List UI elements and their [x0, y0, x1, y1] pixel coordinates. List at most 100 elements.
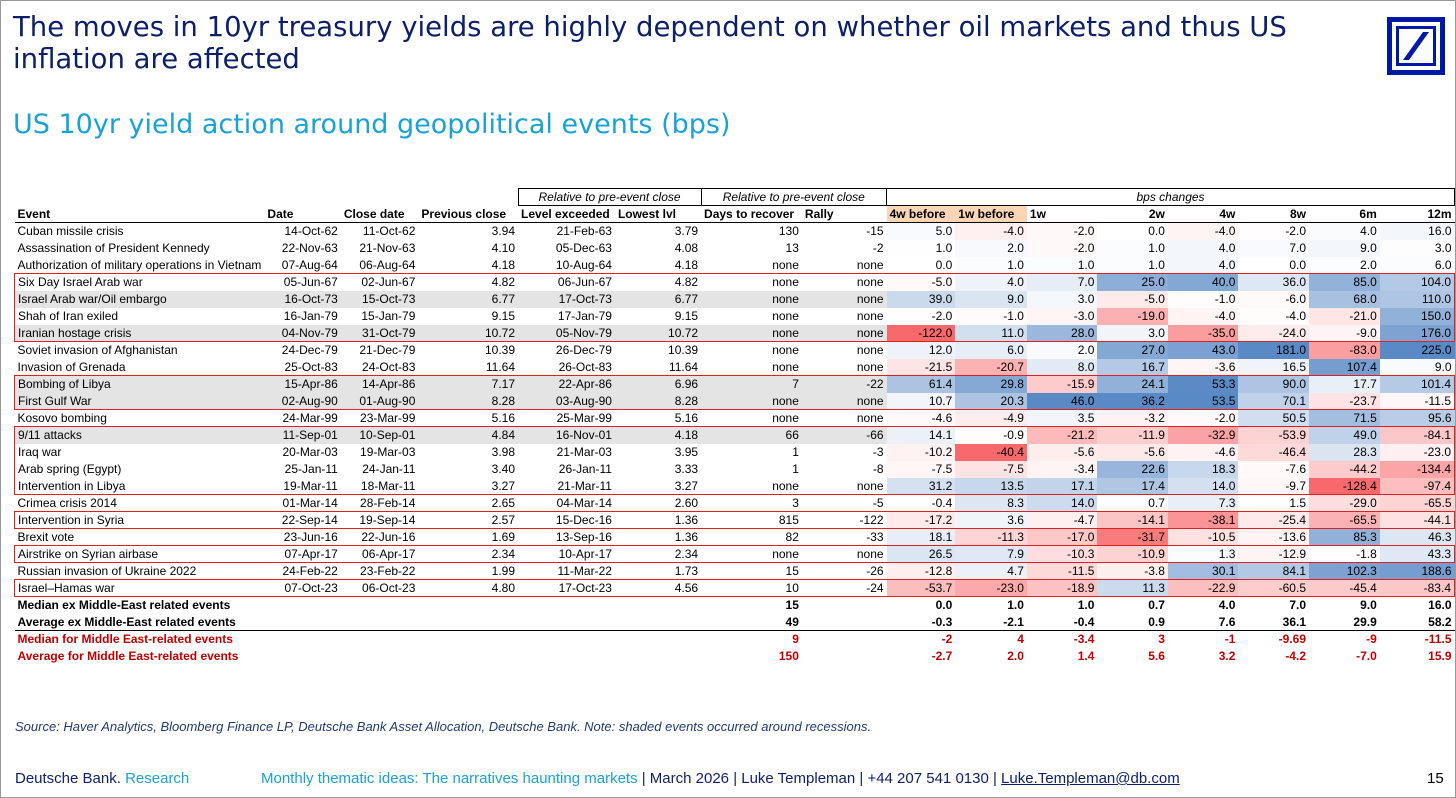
level-exceeded: 03-Aug-90 [518, 392, 615, 410]
bps-change-cell: -14.1 [1097, 511, 1168, 529]
bps-change-cell: 102.3 [1309, 562, 1380, 580]
lowest-level: 4.18 [614, 426, 702, 444]
days-to-recover: 130 [778, 224, 799, 239]
rally: none [801, 273, 887, 291]
days-to-recover: none [772, 411, 799, 425]
summary-value: -9 [1309, 630, 1380, 648]
bps-change-cell: -53.7 [886, 579, 956, 597]
days-to-recover: none [701, 392, 802, 410]
bps-change-cell: -13.6 [1238, 528, 1309, 546]
author-email-link[interactable]: Luke.Templeman@db.com [1001, 770, 1180, 787]
days-to-recover: 7 [701, 375, 802, 393]
bps-change-cell: 2.0 [1026, 341, 1098, 359]
summary-value: -2 [886, 630, 956, 648]
event-name: Airstrike on Syrian airbase [14, 545, 265, 563]
bps-change-cell: 4.0 [1309, 222, 1380, 240]
bps-change-cell: 17.1 [1026, 477, 1098, 495]
close-date: 01-Aug-90 [340, 392, 419, 410]
table-row: Israel–Hamas war 07-Oct-23 06-Oct-23 4.80 17… [14, 579, 1455, 597]
event-name: Assassination of President Kennedy [17, 241, 210, 255]
bps-change-cell: -17.0 [1026, 528, 1098, 546]
bps-change-cell: 10.7 [886, 392, 956, 410]
level-exceeded: 21-Mar-03 [556, 445, 612, 459]
bps-change-cell: 0.0 [1238, 256, 1309, 274]
close-date: 15-Jan-79 [361, 309, 416, 323]
lowest-level: 1.36 [674, 530, 699, 544]
summary-label: Median ex Middle-East related events [14, 596, 519, 614]
previous-close: 1.99 [491, 564, 516, 578]
days-to-recover: 1 [792, 462, 799, 476]
event-name: Six Day Israel Arab war [14, 273, 265, 291]
summary-days: 49 [785, 614, 799, 629]
bps-change-cell: -128.4 [1309, 477, 1380, 495]
rally: -22 [801, 375, 887, 393]
previous-close: 2.65 [491, 496, 516, 510]
bps-change-cell: -19.0 [1097, 307, 1168, 325]
event-name: Israel–Hamas war [14, 579, 265, 597]
bps-change-cell: -4.6 [1167, 443, 1239, 461]
level-exceeded: 22-Apr-86 [518, 375, 615, 393]
bps-change-cell: 1.0 [1097, 256, 1168, 274]
level-exceeded: 15-Dec-16 [518, 511, 615, 529]
level-exceeded: 04-Mar-14 [556, 496, 612, 510]
lowest-level: 3.95 [674, 445, 699, 459]
close-date: 23-Mar-99 [360, 411, 416, 425]
lowest-level: 4.08 [674, 241, 699, 255]
summary-value: 7.6 [1218, 614, 1236, 629]
page-number: 15 [1427, 770, 1444, 787]
bps-change-cell: 4.7 [955, 562, 1027, 580]
days-to-recover: none [772, 359, 799, 374]
bps-change-cell: 110.0 [1379, 290, 1455, 308]
bps-change-cell: 13.5 [955, 477, 1027, 495]
close-date: 06-Oct-23 [340, 579, 419, 597]
close-date: 21-Dec-79 [359, 343, 416, 358]
rally: -2 [872, 241, 884, 255]
rally: -15 [866, 224, 884, 239]
event-name: Authorization of military operations in … [17, 257, 262, 272]
bps-change-cell: -3.2 [1097, 409, 1168, 427]
rally: none [856, 309, 884, 323]
event-date: 16-Oct-73 [264, 290, 341, 308]
bps-change-cell: -1.0 [1167, 290, 1239, 308]
table-row: First Gulf War 02-Aug-90 01-Aug-90 8.28 03-A… [14, 392, 1455, 410]
previous-close: 4.18 [491, 257, 516, 272]
bps-change-cell: 18.3 [1167, 460, 1239, 478]
level-exceeded: 26-Dec-79 [555, 343, 612, 358]
bps-change-cell: 176.0 [1379, 324, 1455, 342]
rally: none [801, 477, 887, 495]
previous-close: 11.64 [485, 359, 516, 374]
summary-value: 15.9 [1428, 649, 1452, 663]
column-header: Event [14, 205, 265, 223]
bps-change-cell: 3.0 [1379, 239, 1455, 257]
level-exceeded: 21-Mar-11 [518, 477, 615, 495]
summary-value: 36.1 [1282, 614, 1306, 629]
bps-change-cell: 53.3 [1167, 375, 1239, 393]
bps-change-cell: -1.8 [1309, 545, 1380, 563]
bps-change-cell: 22.6 [1097, 460, 1168, 478]
bps-change-cell: 8.3 [955, 494, 1027, 512]
bps-change-cell: -65.5 [1309, 511, 1380, 529]
summary-spacer [518, 596, 615, 614]
bps-change-cell: 85.3 [1309, 528, 1380, 546]
level-exceeded: 05-Nov-79 [518, 324, 615, 342]
previous-close: 9.15 [491, 309, 516, 323]
previous-close: 3.94 [491, 224, 516, 239]
bps-change-cell: 12.0 [886, 341, 956, 359]
bps-change-cell: -31.7 [1097, 528, 1168, 546]
column-header: Days to recover [701, 205, 802, 223]
level-exceeded: 11-Mar-22 [557, 564, 612, 578]
event-date: 22-Nov-63 [281, 241, 338, 255]
event-date: 14-Oct-62 [284, 224, 338, 239]
bps-change-cell: -17.2 [886, 511, 956, 529]
bps-change-cell: 1.5 [1238, 494, 1309, 512]
bps-change-cell: 39.0 [886, 290, 956, 308]
bps-change-cell: 225.0 [1379, 341, 1455, 359]
summary-spacer [801, 596, 887, 614]
bps-change-cell: 7.3 [1167, 494, 1239, 512]
bps-change-cell: -0.4 [886, 494, 956, 512]
bps-change-cell: -4.9 [955, 409, 1027, 427]
rally: -24 [801, 579, 887, 597]
event-date: 25-Oct-83 [284, 359, 338, 374]
bps-change-cell: -10.3 [1026, 545, 1098, 563]
summary-spacer [518, 614, 615, 631]
